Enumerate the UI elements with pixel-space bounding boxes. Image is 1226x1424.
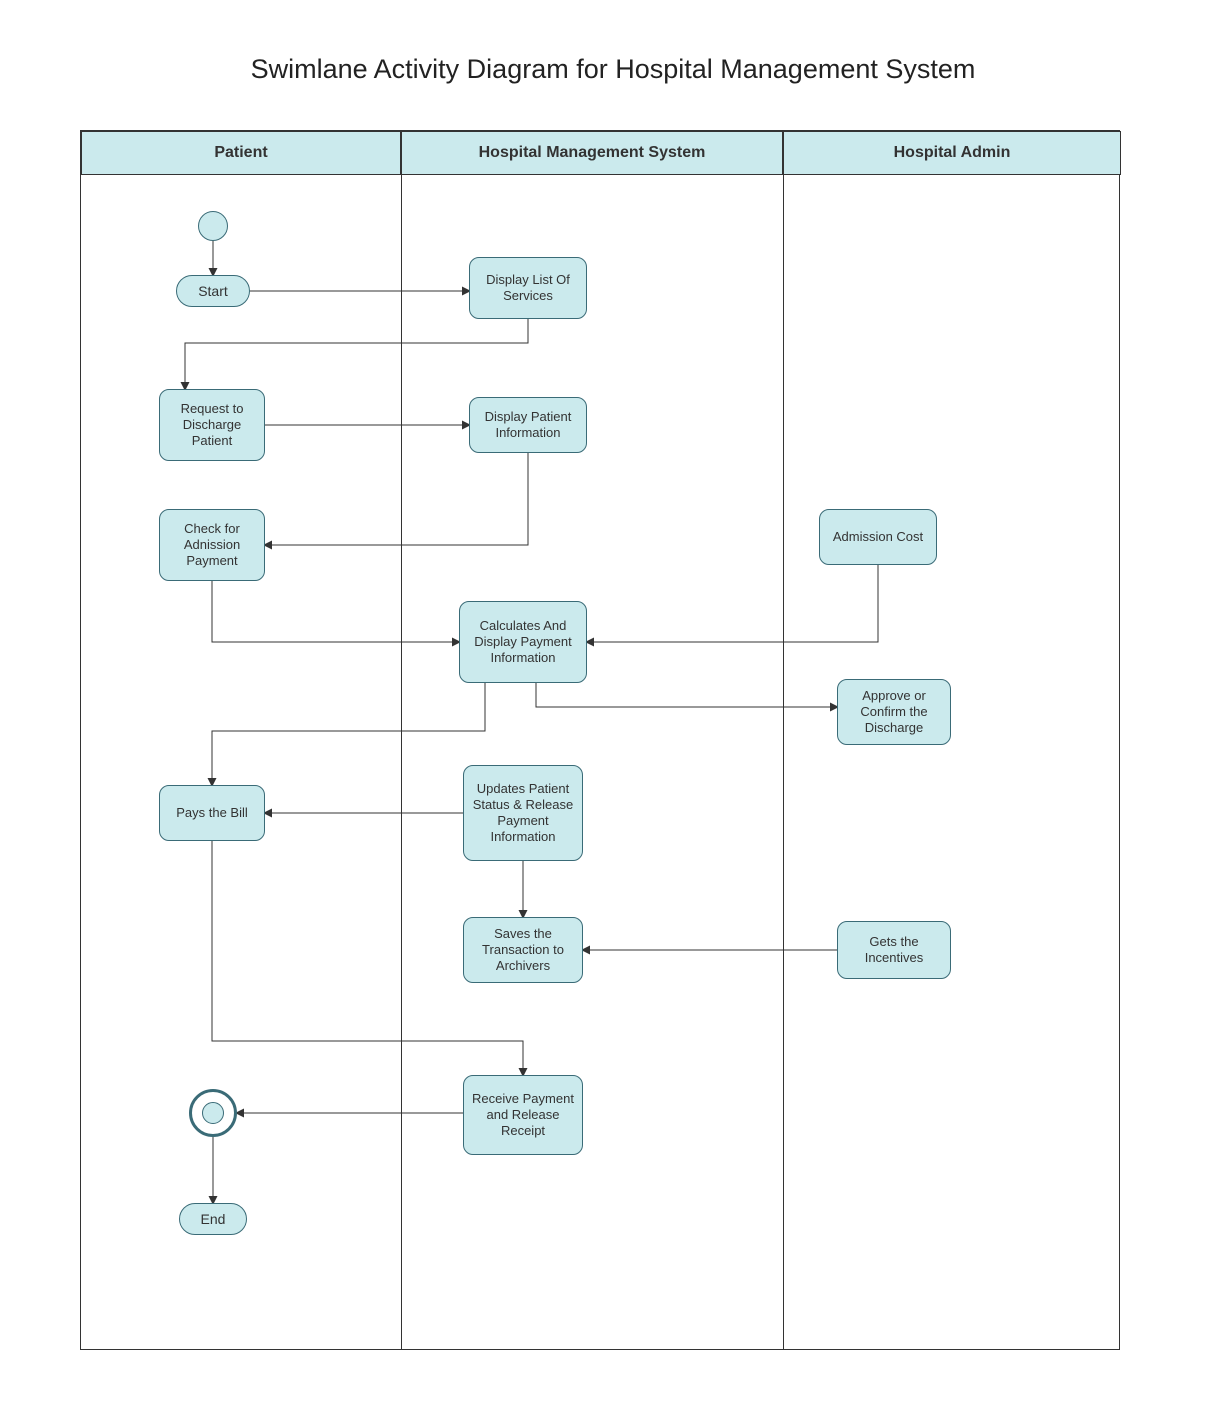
- node-receive-receipt: Receive Payment and Release Receipt: [463, 1075, 583, 1155]
- node-pays-bill: Pays the Bill: [159, 785, 265, 841]
- node-approve-discharge: Approve or Confirm the Discharge: [837, 679, 951, 745]
- edge-e8: [536, 683, 837, 707]
- end-node: End: [179, 1203, 247, 1235]
- node-display-services: Display List Of Services: [469, 257, 587, 319]
- swimlane-frame: Patient Hospital Management System Hospi…: [80, 130, 1120, 1350]
- lane-divider-1: [401, 175, 402, 1349]
- node-updates-status: Updates Patient Status & Release Payment…: [463, 765, 583, 861]
- edge-e6: [212, 581, 459, 642]
- node-saves-transaction: Saves the Transaction to Archivers: [463, 917, 583, 983]
- final-node-inner: [202, 1102, 224, 1124]
- lane-divider-2: [783, 175, 784, 1349]
- node-calc-display: Calculates And Display Payment Informati…: [459, 601, 587, 683]
- edge-e7: [587, 565, 878, 642]
- lane-header-patient: Patient: [81, 131, 401, 175]
- final-node: [189, 1089, 237, 1137]
- initial-node: [198, 211, 228, 241]
- edge-e5: [265, 453, 528, 545]
- edges-layer: [81, 131, 1119, 1349]
- lane-header-hms: Hospital Management System: [401, 131, 783, 175]
- node-check-payment: Check for Adnission Payment: [159, 509, 265, 581]
- node-display-patient: Display Patient Information: [469, 397, 587, 453]
- lane-header-admin: Hospital Admin: [783, 131, 1121, 175]
- edge-e9: [212, 683, 485, 785]
- edge-e3: [185, 319, 528, 389]
- node-request-discharge: Request to Discharge Patient: [159, 389, 265, 461]
- node-gets-incentives: Gets the Incentives: [837, 921, 951, 979]
- diagram-title: Swimlane Activity Diagram for Hospital M…: [0, 54, 1226, 85]
- node-admission-cost: Admission Cost: [819, 509, 937, 565]
- start-node: Start: [176, 275, 250, 307]
